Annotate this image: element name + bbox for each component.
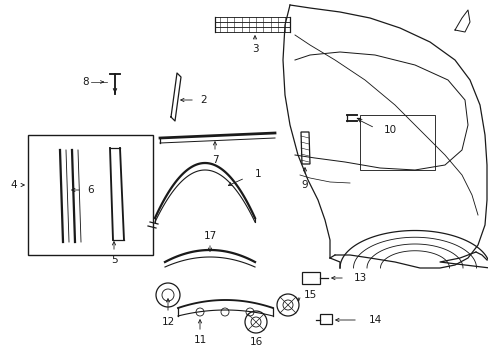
- Text: 14: 14: [367, 315, 381, 325]
- Text: 13: 13: [353, 273, 366, 283]
- Text: 9: 9: [301, 180, 307, 190]
- Text: 1: 1: [254, 169, 261, 179]
- Text: 3: 3: [251, 44, 258, 54]
- Bar: [359, 115, 434, 170]
- Text: 4: 4: [11, 180, 17, 190]
- Text: 6: 6: [87, 185, 94, 195]
- Text: 10: 10: [383, 125, 396, 135]
- Text: 15: 15: [303, 290, 316, 300]
- Bar: [319, 314, 331, 324]
- Text: 5: 5: [110, 255, 117, 265]
- Bar: [28, 135, 153, 255]
- Text: 17: 17: [203, 231, 216, 241]
- Text: 2: 2: [200, 95, 207, 105]
- Text: 16: 16: [249, 337, 262, 347]
- Text: 7: 7: [211, 155, 218, 165]
- Polygon shape: [171, 73, 181, 121]
- Text: 12: 12: [161, 317, 174, 327]
- Text: 8: 8: [82, 77, 89, 87]
- Text: 11: 11: [193, 335, 206, 345]
- Bar: [302, 272, 319, 284]
